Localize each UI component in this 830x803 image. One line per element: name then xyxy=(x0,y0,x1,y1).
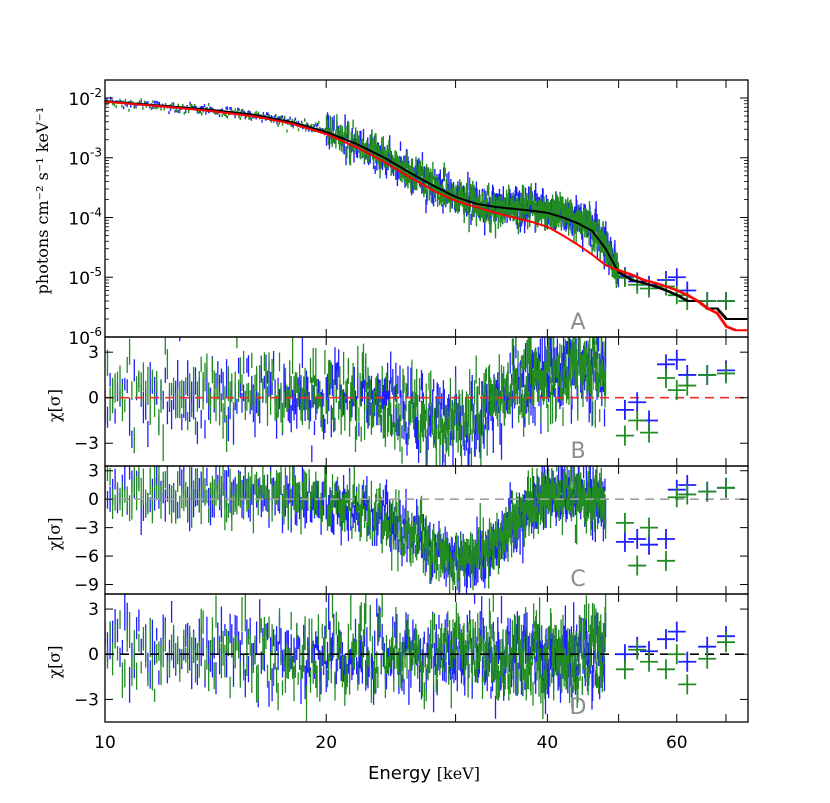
panel-C-binned-point xyxy=(656,550,675,571)
panel-D-residual-errorbars-1 xyxy=(105,594,607,722)
panel-B-binned-point xyxy=(628,392,647,413)
panel-C-binned-point xyxy=(615,512,634,533)
panel-D-ytick-label: −3 xyxy=(74,690,99,710)
panel-B-binned-point xyxy=(678,375,697,396)
panel-C-binned-point xyxy=(628,529,647,550)
xtick-label: 20 xyxy=(315,733,337,753)
panel-C-binned-point xyxy=(640,534,659,555)
panel-A-data-errorbars-1 xyxy=(105,98,620,289)
panel-C-letter: C xyxy=(570,567,585,592)
x-axis-label: Energy [keV] xyxy=(368,763,480,784)
xtick-label: 40 xyxy=(537,733,559,753)
axis-ticks xyxy=(104,79,748,722)
panel-C-binned-point xyxy=(667,487,686,508)
panel-D-binned-point xyxy=(615,659,634,680)
panel-B-binned-point xyxy=(667,380,686,401)
panel-C-ytick-label: 3 xyxy=(88,462,99,482)
panel-B-binned-point xyxy=(698,364,717,385)
panel-A-data-point xyxy=(667,268,686,287)
panel-D-binned-point xyxy=(667,621,686,642)
panel-A-data-point xyxy=(716,292,735,311)
panel-C-binned-point xyxy=(628,555,647,576)
panel-D-binned-point xyxy=(640,651,659,672)
panel-B-ytick-label: 0 xyxy=(88,389,99,409)
panel-C-plot-area xyxy=(105,466,748,594)
panel-B-ytick-label: 3 xyxy=(88,343,99,363)
panel-D-ylabel: χ[σ] xyxy=(45,645,64,678)
panel-D-binned-point xyxy=(678,674,697,695)
panel-B-binned-point xyxy=(716,363,735,384)
panel-B-binned-point xyxy=(656,367,675,388)
panel-A-plot-area xyxy=(105,96,748,332)
panel-D-plot-area xyxy=(105,594,748,722)
panel-A-data-errorbars-0 xyxy=(105,96,620,288)
panel-B-plot-area xyxy=(105,337,748,466)
panel-B-binned-point xyxy=(628,410,647,431)
panel-B-ylabel: χ[σ] xyxy=(45,389,64,422)
panel-A-ytick-label: 10-4 xyxy=(68,205,102,229)
panel-D-ytick-label: 3 xyxy=(88,600,99,620)
panel-C-binned-point xyxy=(656,529,675,550)
panel-B-binned-point xyxy=(640,422,659,443)
panel-D-frame xyxy=(104,593,749,723)
panel-C-residual-errorbars-1 xyxy=(105,466,607,594)
panel-A-model-line-3 xyxy=(105,100,748,332)
panel-C-ytick-label: 0 xyxy=(88,490,99,510)
panel-C-ytick-label: −6 xyxy=(74,547,99,567)
panel-A-ylabel: photons cm⁻² s⁻¹ keV⁻¹ xyxy=(33,107,52,295)
panel-B-letter: B xyxy=(570,439,585,464)
xtick-label: 10 xyxy=(94,733,116,753)
panel-D-ytick-label: 0 xyxy=(88,645,99,665)
panel-B-binned-point xyxy=(667,349,686,370)
panel-A-ytick-label: 10-6 xyxy=(68,325,102,349)
panel-D-binned-point xyxy=(628,639,647,660)
panel-C-binned-point xyxy=(678,484,697,505)
panel-A-ytick-label: 10-3 xyxy=(68,146,102,170)
panel-C-binned-point xyxy=(698,481,717,502)
panel-B-binned-point xyxy=(615,399,634,420)
panel-frames xyxy=(104,79,749,723)
panel-C-ylabel: χ[σ] xyxy=(45,517,64,550)
panel-A-letter: A xyxy=(570,310,585,335)
panel-B-ytick-label: −3 xyxy=(74,434,99,454)
panel-D-binned-point xyxy=(667,644,686,665)
panel-C-binned-point xyxy=(640,517,659,538)
panel-A-data-point xyxy=(628,275,647,294)
panel-D-letter: D xyxy=(570,695,587,720)
panel-D-binned-point xyxy=(678,651,697,672)
panel-A-data-point xyxy=(640,279,659,298)
panel-D-binned-point xyxy=(656,629,675,650)
panel-D-binned-point xyxy=(656,659,675,680)
panel-C-binned-point xyxy=(716,477,735,498)
panel-C-ytick-label: −9 xyxy=(74,576,99,596)
panel-C-binned-point xyxy=(615,531,634,552)
chart-text: 10-2 10-3 10-4 10-5 10-6 photons cm⁻² s⁻¹ keV… xyxy=(33,86,688,784)
panel-B-binned-point xyxy=(615,425,634,446)
panel-B-residual-errorbars-1 xyxy=(105,337,607,466)
xtick-label: 60 xyxy=(666,733,688,753)
panel-D-binned-point xyxy=(716,632,735,653)
panel-A-ytick-label: 10-2 xyxy=(68,86,102,110)
panel-A-ytick-label: 10-5 xyxy=(68,265,102,289)
chart-content xyxy=(105,96,748,722)
panel-C-ytick-label: −3 xyxy=(74,519,99,539)
panel-D-binned-point xyxy=(698,648,717,669)
